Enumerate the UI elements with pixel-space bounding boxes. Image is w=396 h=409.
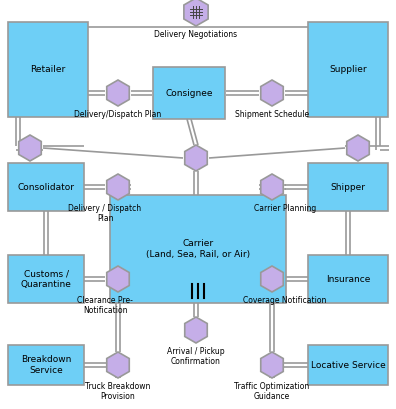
Polygon shape [184, 0, 208, 26]
Text: Delivery Negotiations: Delivery Negotiations [154, 30, 238, 39]
Text: Traffic Optimization
Guidance: Traffic Optimization Guidance [234, 382, 310, 401]
Text: Shipment Schedule: Shipment Schedule [235, 110, 309, 119]
FancyBboxPatch shape [308, 345, 388, 385]
FancyBboxPatch shape [308, 22, 388, 117]
Text: Locative Service: Locative Service [310, 360, 385, 369]
Polygon shape [19, 135, 41, 161]
Polygon shape [107, 266, 129, 292]
Text: Carrier
(Land, Sea, Rail, or Air): Carrier (Land, Sea, Rail, or Air) [146, 239, 250, 259]
Polygon shape [185, 317, 207, 343]
Polygon shape [107, 80, 129, 106]
Polygon shape [185, 145, 207, 171]
Text: Delivery/Dispatch Plan: Delivery/Dispatch Plan [74, 110, 162, 119]
Text: Arrival / Pickup
Confirmation: Arrival / Pickup Confirmation [167, 347, 225, 366]
Polygon shape [261, 174, 283, 200]
Polygon shape [107, 174, 129, 200]
Text: Consignee: Consignee [165, 88, 213, 97]
Text: Supplier: Supplier [329, 65, 367, 74]
FancyBboxPatch shape [308, 255, 388, 303]
FancyBboxPatch shape [8, 163, 84, 211]
FancyBboxPatch shape [8, 22, 88, 117]
Text: Customs /
Quarantine: Customs / Quarantine [21, 269, 71, 289]
Text: Breakdown
Service: Breakdown Service [21, 355, 71, 375]
FancyBboxPatch shape [308, 163, 388, 211]
FancyBboxPatch shape [8, 345, 84, 385]
Polygon shape [261, 266, 283, 292]
Text: Clearance Pre-
Notification: Clearance Pre- Notification [77, 296, 133, 315]
Polygon shape [347, 135, 369, 161]
Text: Insurance: Insurance [326, 274, 370, 283]
FancyBboxPatch shape [8, 255, 84, 303]
Text: Delivery / Dispatch
Plan: Delivery / Dispatch Plan [69, 204, 141, 223]
FancyBboxPatch shape [110, 195, 286, 303]
Text: Coverage Notification: Coverage Notification [243, 296, 327, 305]
Text: Consolidator: Consolidator [17, 182, 74, 191]
Polygon shape [107, 352, 129, 378]
Text: Truck Breakdown
Provision: Truck Breakdown Provision [85, 382, 151, 401]
Polygon shape [261, 80, 283, 106]
Text: Shipper: Shipper [331, 182, 366, 191]
Polygon shape [261, 352, 283, 378]
Text: Carrier Planning: Carrier Planning [254, 204, 316, 213]
Text: Retailer: Retailer [30, 65, 66, 74]
FancyBboxPatch shape [153, 67, 225, 119]
